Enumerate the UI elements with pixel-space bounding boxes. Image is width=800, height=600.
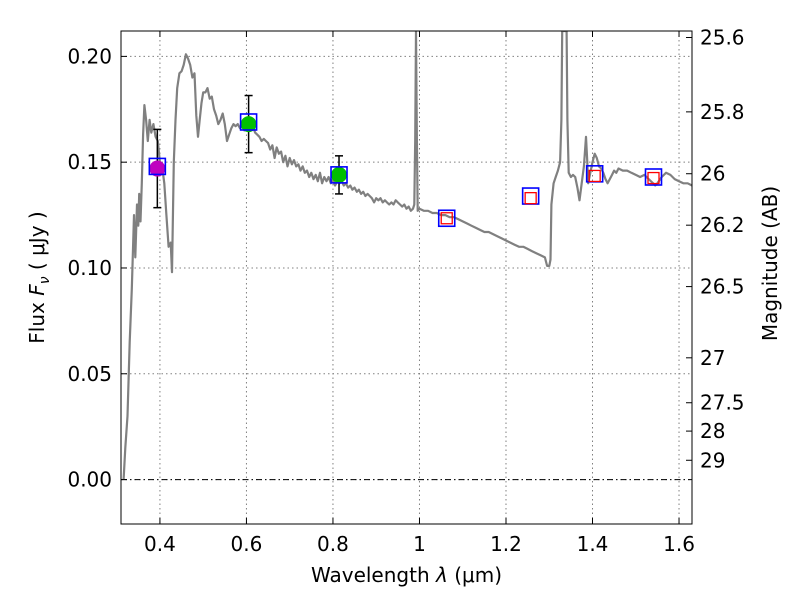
model-photometry-marker — [644, 168, 663, 186]
model-spectrum-line — [122, 31, 692, 480]
model-photometry-marker — [239, 113, 258, 131]
x-tick-label: 1.4 — [577, 532, 609, 556]
observed-flux-point — [149, 160, 166, 177]
y2-tick-label: 27.5 — [700, 391, 745, 415]
y-tick-label: 0.05 — [67, 362, 112, 386]
data-markers — [148, 94, 663, 228]
model-photometry-marker — [437, 209, 456, 228]
y-axis-label: Flux Fν ( μJy ) — [25, 211, 53, 343]
x-tick-label: 0.6 — [231, 532, 263, 556]
y2-tick-label: 26.2 — [700, 213, 745, 237]
observed-flux-point — [240, 116, 257, 133]
y-tick-label: 0.10 — [67, 256, 112, 280]
y2-tick-label: 29 — [700, 448, 725, 472]
y-tick-label: 0.00 — [67, 468, 112, 492]
observed-flux-point — [331, 166, 348, 183]
upper-limit-marker — [524, 192, 537, 205]
upper-limit-marker — [588, 169, 601, 183]
y2-tick-label: 25.6 — [700, 25, 745, 49]
x-tick-label: 1.6 — [663, 532, 695, 556]
y2-tick-label: 28 — [700, 419, 725, 443]
y-tick-label: 0.20 — [67, 44, 112, 68]
upper-limit-marker — [647, 171, 660, 185]
x-tick-label: 0.8 — [317, 532, 349, 556]
model-photometry-marker — [330, 166, 348, 184]
x-tick-label: 1.2 — [490, 532, 522, 556]
x-axis-label: Wavelength λ (μm) — [311, 563, 502, 587]
upper-limit-marker — [440, 212, 453, 225]
x-tick-label: 0.4 — [144, 532, 176, 556]
plot-frame — [120, 30, 693, 525]
y2-tick-label: 25.8 — [700, 100, 745, 124]
axis-ticks: 0.4 0.6 0.8 1 1.2 1.4 1.6 0.00 0.05 0.10 0.15 0.20 2… — [67, 25, 744, 556]
y2-axis-label: Magnitude (AB) — [758, 186, 782, 341]
y2-tick-label: 27 — [700, 346, 725, 370]
grid — [121, 31, 692, 524]
x-tick-label: 1 — [413, 532, 426, 556]
model-photometry-marker — [148, 157, 167, 176]
y2-tick-label: 26 — [700, 162, 725, 186]
y-tick-label: 0.15 — [67, 150, 112, 174]
y2-tick-label: 26.5 — [700, 275, 745, 299]
